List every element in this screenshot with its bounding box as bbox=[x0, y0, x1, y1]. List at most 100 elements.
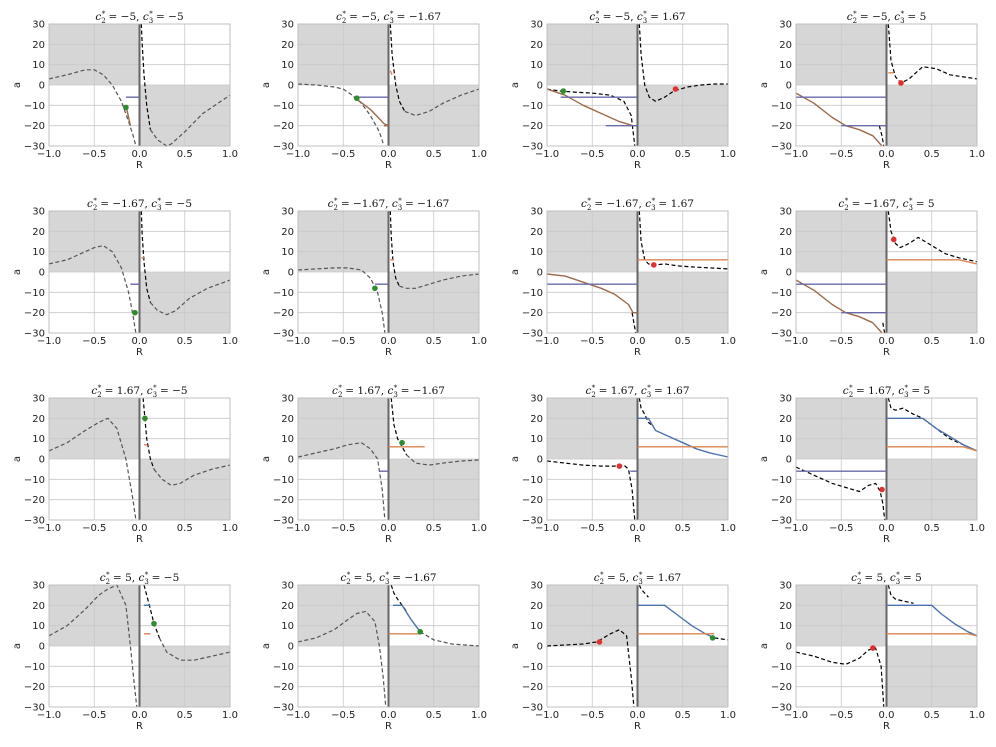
subplot-1: −1.0 −0.5 0.0 0.5 1.0 30 20 10 0 −10 −20 −30 Ra c2* =… bbox=[12, 10, 238, 171]
subplot-title: c2* = −5, c3* = 1.67 bbox=[589, 10, 685, 25]
y-axis-label: a bbox=[759, 269, 770, 275]
axes-frame bbox=[48, 584, 231, 708]
y-tick-label: −20 bbox=[522, 121, 543, 132]
series-line bbox=[389, 210, 400, 287]
unstable-point bbox=[616, 463, 623, 469]
y-tick-label: −20 bbox=[273, 121, 294, 132]
series-line bbox=[297, 83, 385, 147]
x-tick-label: −0.5 bbox=[580, 336, 604, 347]
y-tick-label: −20 bbox=[24, 682, 45, 693]
y-tick-label: −10 bbox=[24, 475, 45, 486]
stable-point bbox=[123, 104, 129, 111]
y-tick-label: 20 bbox=[530, 414, 543, 425]
y-tick-label: 0 bbox=[39, 268, 45, 279]
subplot-title: c2* = 1.67, c3* = 1.67 bbox=[585, 384, 689, 399]
series-line bbox=[353, 96, 389, 127]
y-tick-label: 0 bbox=[288, 81, 294, 92]
subplot-title: c2* = 5, c3* = 1.67 bbox=[594, 571, 681, 586]
y-tick-label: 20 bbox=[32, 40, 45, 51]
y-tick-label: 30 bbox=[530, 207, 543, 218]
y-tick-label: −30 bbox=[273, 516, 294, 527]
subplot-4: −1.0 −0.5 0.0 0.5 1.0 30 20 10 0 −10 −20 −30 Ra c2* =… bbox=[759, 10, 985, 171]
x-tick-label: 1.0 bbox=[471, 710, 487, 721]
x-axis-label: R bbox=[385, 347, 392, 358]
y-tick-label: 10 bbox=[32, 434, 45, 445]
x-axis-label: R bbox=[634, 347, 641, 358]
axes-frame bbox=[546, 23, 729, 147]
x-tick-label: 0.5 bbox=[426, 336, 442, 347]
x-tick-label: −0.5 bbox=[82, 710, 106, 721]
y-tick-label: −10 bbox=[522, 475, 543, 486]
series-line bbox=[631, 312, 637, 334]
x-tick-label: 0.5 bbox=[426, 523, 442, 534]
subplot-8: −1.0 −0.5 0.0 0.5 1.0 30 20 10 0 −10 −20 −30 Ra c2* =… bbox=[759, 197, 985, 358]
y-tick-label: −20 bbox=[24, 495, 45, 506]
y-tick-label: 0 bbox=[288, 268, 294, 279]
unstable-point bbox=[650, 262, 657, 268]
x-axis-label: R bbox=[634, 534, 641, 545]
series-line bbox=[714, 637, 729, 641]
x-tick-label: 0.5 bbox=[426, 710, 442, 721]
x-tick-label: 0.0 bbox=[381, 710, 397, 721]
axes-frame bbox=[795, 584, 978, 708]
y-tick-label: 0 bbox=[786, 455, 792, 466]
x-tick-label: −1.0 bbox=[784, 336, 808, 347]
x-tick-label: 1.0 bbox=[720, 336, 736, 347]
y-tick-label: −30 bbox=[771, 329, 792, 340]
axes-frame bbox=[48, 210, 231, 334]
y-tick-label: −20 bbox=[24, 121, 45, 132]
y-tick-label: 0 bbox=[537, 268, 543, 279]
y-tick-label: 20 bbox=[779, 414, 792, 425]
y-tick-label: 20 bbox=[779, 227, 792, 238]
x-axis-label: R bbox=[385, 534, 392, 545]
y-tick-label: 20 bbox=[281, 227, 294, 238]
axes-frame bbox=[795, 397, 978, 521]
series-line bbox=[389, 23, 406, 112]
x-tick-label: 0.0 bbox=[879, 336, 895, 347]
unstable-point bbox=[879, 486, 885, 493]
x-tick-label: 1.0 bbox=[471, 523, 487, 534]
y-tick-label: −10 bbox=[273, 288, 294, 299]
y-tick-label: 20 bbox=[281, 40, 294, 51]
subplot-title: c2* = −1.67, c3* = 1.67 bbox=[581, 197, 694, 212]
y-tick-label: 0 bbox=[786, 81, 792, 92]
y-tick-label: 10 bbox=[281, 247, 294, 258]
x-tick-label: 1.0 bbox=[969, 523, 985, 534]
y-tick-label: 30 bbox=[281, 20, 294, 31]
stable-point bbox=[151, 620, 157, 627]
y-tick-label: 30 bbox=[779, 20, 792, 31]
subplot-title: c2* = 1.67, c3* = −1.67 bbox=[332, 384, 445, 399]
y-tick-label: 10 bbox=[32, 621, 45, 632]
x-tick-label: −0.5 bbox=[829, 710, 853, 721]
y-tick-label: 10 bbox=[530, 434, 543, 445]
y-tick-label: −20 bbox=[24, 308, 45, 319]
x-tick-label: −1.0 bbox=[535, 149, 559, 160]
x-tick-label: −0.5 bbox=[82, 336, 106, 347]
x-axis-label: R bbox=[385, 721, 392, 732]
x-tick-label: −0.5 bbox=[829, 523, 853, 534]
x-tick-label: 0.0 bbox=[630, 523, 646, 534]
y-tick-label: −20 bbox=[273, 682, 294, 693]
x-tick-label: 0.0 bbox=[630, 710, 646, 721]
series-line bbox=[158, 637, 231, 661]
x-tick-label: −0.5 bbox=[331, 710, 355, 721]
x-tick-label: −1.0 bbox=[286, 336, 310, 347]
subplot-title: c2* = −5, c3* = 5 bbox=[847, 10, 927, 25]
y-tick-label: −30 bbox=[24, 329, 45, 340]
y-axis-label: a bbox=[759, 82, 770, 88]
series-line bbox=[887, 584, 914, 604]
y-axis-label: a bbox=[12, 456, 23, 462]
y-tick-label: 10 bbox=[779, 434, 792, 445]
y-tick-label: 20 bbox=[530, 601, 543, 612]
y-tick-label: −10 bbox=[771, 662, 792, 673]
series-line bbox=[297, 442, 386, 521]
x-tick-label: 1.0 bbox=[222, 523, 238, 534]
x-tick-label: −0.5 bbox=[82, 149, 106, 160]
x-tick-label: −0.5 bbox=[82, 523, 106, 534]
x-tick-label: 1.0 bbox=[969, 149, 985, 160]
y-tick-label: −20 bbox=[771, 495, 792, 506]
series-line bbox=[153, 464, 231, 486]
x-tick-label: 0.0 bbox=[132, 149, 148, 160]
axes-frame bbox=[546, 397, 729, 521]
y-axis-label: a bbox=[12, 269, 23, 275]
